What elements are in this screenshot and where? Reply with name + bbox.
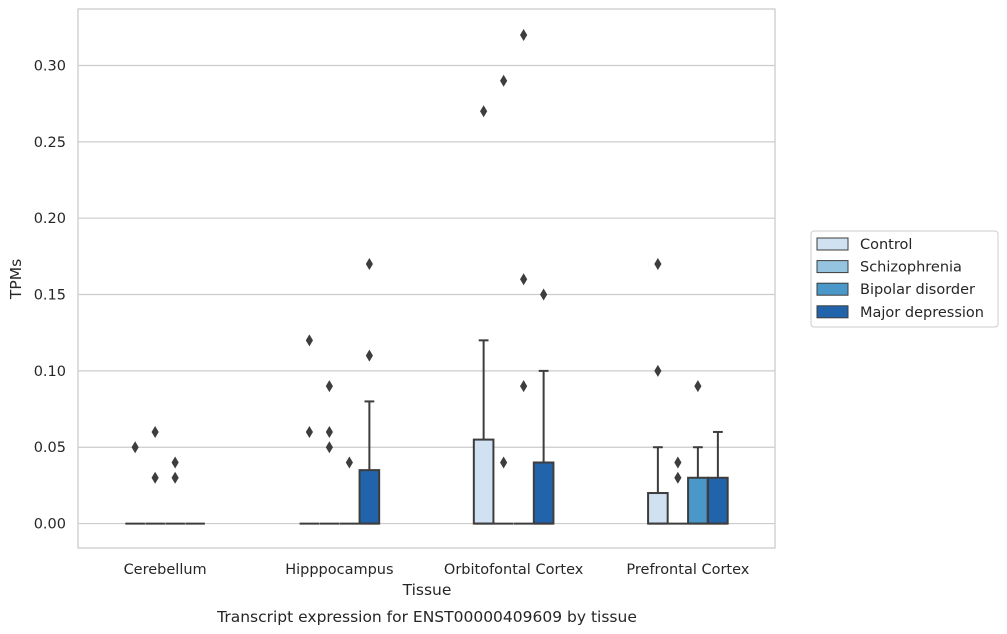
outlier-point xyxy=(305,334,313,347)
box xyxy=(707,476,729,525)
outlier-point xyxy=(171,471,179,484)
y-tick-label: 0.10 xyxy=(34,364,66,380)
outlier-point xyxy=(325,441,333,454)
box xyxy=(647,492,669,525)
outlier-point xyxy=(520,273,528,286)
outlier-point xyxy=(500,456,508,469)
outlier-point xyxy=(365,257,373,270)
legend-label: Control xyxy=(860,237,912,253)
outlier-point xyxy=(345,456,353,469)
outlier-point xyxy=(694,380,702,393)
legend: Control Schizophrenia Bipolar disorder Majo… xyxy=(810,230,999,328)
outlier-point xyxy=(365,349,373,362)
outlier-point xyxy=(654,257,662,270)
y-tick-label: 0.05 xyxy=(34,440,66,456)
boxes xyxy=(125,339,729,525)
y-axis-label: TPMs xyxy=(7,259,25,300)
y-axis-ticks: 0.00 0.05 0.10 0.15 0.20 0.25 0.30 xyxy=(34,58,66,532)
legend-swatch xyxy=(816,260,849,274)
box xyxy=(532,461,555,525)
x-tick-label: Orbitofontal Cortex xyxy=(444,562,584,578)
x-tick-label: Prefrontal Cortex xyxy=(626,562,749,578)
plot-area-frame xyxy=(77,8,776,549)
outlier-point xyxy=(674,456,682,469)
outlier-point xyxy=(654,364,662,377)
outlier-point xyxy=(151,425,159,438)
outlier-point xyxy=(674,471,682,484)
x-tick-label: Cerebellum xyxy=(124,562,207,578)
outlier-point xyxy=(520,28,528,41)
outlier-point xyxy=(325,425,333,438)
x-tick-label: Hipppocampus xyxy=(285,562,393,578)
y-tick-label: 0.30 xyxy=(34,58,66,74)
box xyxy=(472,438,495,525)
legend-label: Major depression xyxy=(860,305,984,321)
x-axis-label: Tissue xyxy=(402,581,452,599)
legend-swatch xyxy=(816,237,849,251)
y-tick-label: 0.00 xyxy=(34,517,66,533)
box xyxy=(358,469,381,525)
y-tick-label: 0.25 xyxy=(34,135,66,151)
outliers xyxy=(131,28,702,484)
y-tick-label: 0.20 xyxy=(34,211,66,227)
outlier-point xyxy=(480,105,488,118)
outlier-point xyxy=(151,471,159,484)
chart-caption: Transcript expression for ENST0000040960… xyxy=(216,608,637,626)
legend-label: Bipolar disorder xyxy=(860,282,975,298)
outlier-point xyxy=(500,74,508,87)
legend-frame xyxy=(810,230,999,328)
outlier-point xyxy=(305,425,313,438)
outlier-point xyxy=(171,456,179,469)
outlier-point xyxy=(540,288,548,301)
legend-label: Schizophrenia xyxy=(860,260,962,276)
legend-swatch xyxy=(816,282,849,296)
outlier-point xyxy=(325,380,333,393)
outlier-point xyxy=(131,441,139,454)
legend-swatch xyxy=(816,305,849,319)
x-axis-ticks: Cerebellum Hipppocampus Orbitofontal Corte… xyxy=(124,562,750,578)
gridlines xyxy=(78,64,775,525)
box xyxy=(687,476,709,525)
outlier-point xyxy=(520,380,528,393)
y-tick-label: 0.15 xyxy=(34,288,66,304)
